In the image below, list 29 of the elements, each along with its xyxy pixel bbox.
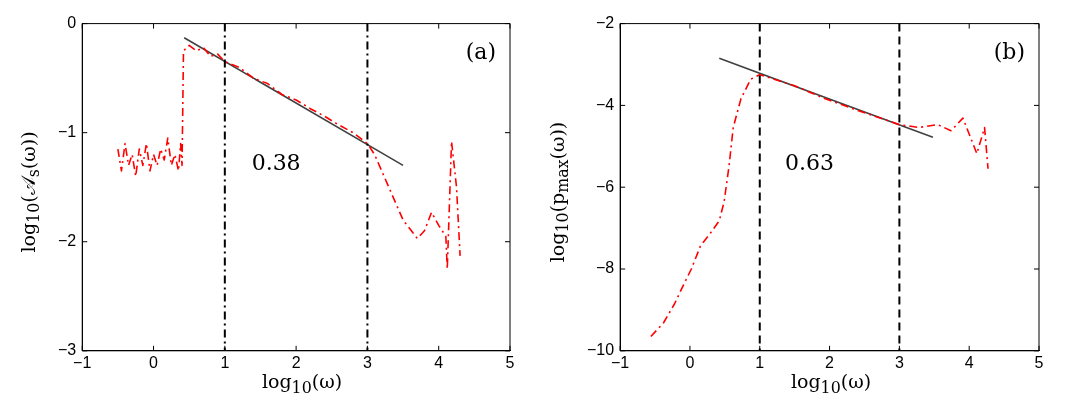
x-tick-label: 4 [434, 353, 444, 371]
x-tick-label: 5 [505, 353, 515, 371]
x-axis-title: log$_{10}$(ω) [260, 370, 344, 397]
x-tick-label: 4 [964, 353, 974, 371]
y-tick-label: −10 [587, 341, 615, 359]
x-tick-label: 2 [291, 353, 301, 371]
x-axis-title: log$_{10}$(ω) [789, 370, 873, 397]
y-tick-label: −6 [595, 177, 615, 195]
y-tick-label: −2 [57, 232, 77, 250]
line-series [117, 44, 461, 270]
annotation: (b) [993, 39, 1025, 65]
line-series [650, 73, 989, 338]
y-tick-label: −2 [595, 14, 615, 32]
y-tick-label: −4 [595, 95, 615, 113]
annotation: 0.38 [251, 150, 301, 176]
annotation: 0.63 [785, 150, 835, 176]
y-tick-label: −8 [595, 259, 615, 277]
x-tick-label: 2 [825, 353, 835, 371]
y-tick-label: −1 [57, 123, 77, 141]
x-tick-label: 1 [755, 353, 765, 371]
x-tick-label: 3 [362, 353, 372, 371]
x-tick-label: 5 [1034, 353, 1044, 371]
y-tick-label: −3 [57, 341, 77, 359]
x-tick-label: 3 [894, 353, 904, 371]
y-tick-label: 0 [67, 14, 77, 32]
x-tick-label: 0 [685, 353, 695, 371]
x-tick-label: 0 [149, 353, 159, 371]
x-tick-label: 1 [220, 353, 230, 371]
annotation: (a) [465, 39, 496, 65]
